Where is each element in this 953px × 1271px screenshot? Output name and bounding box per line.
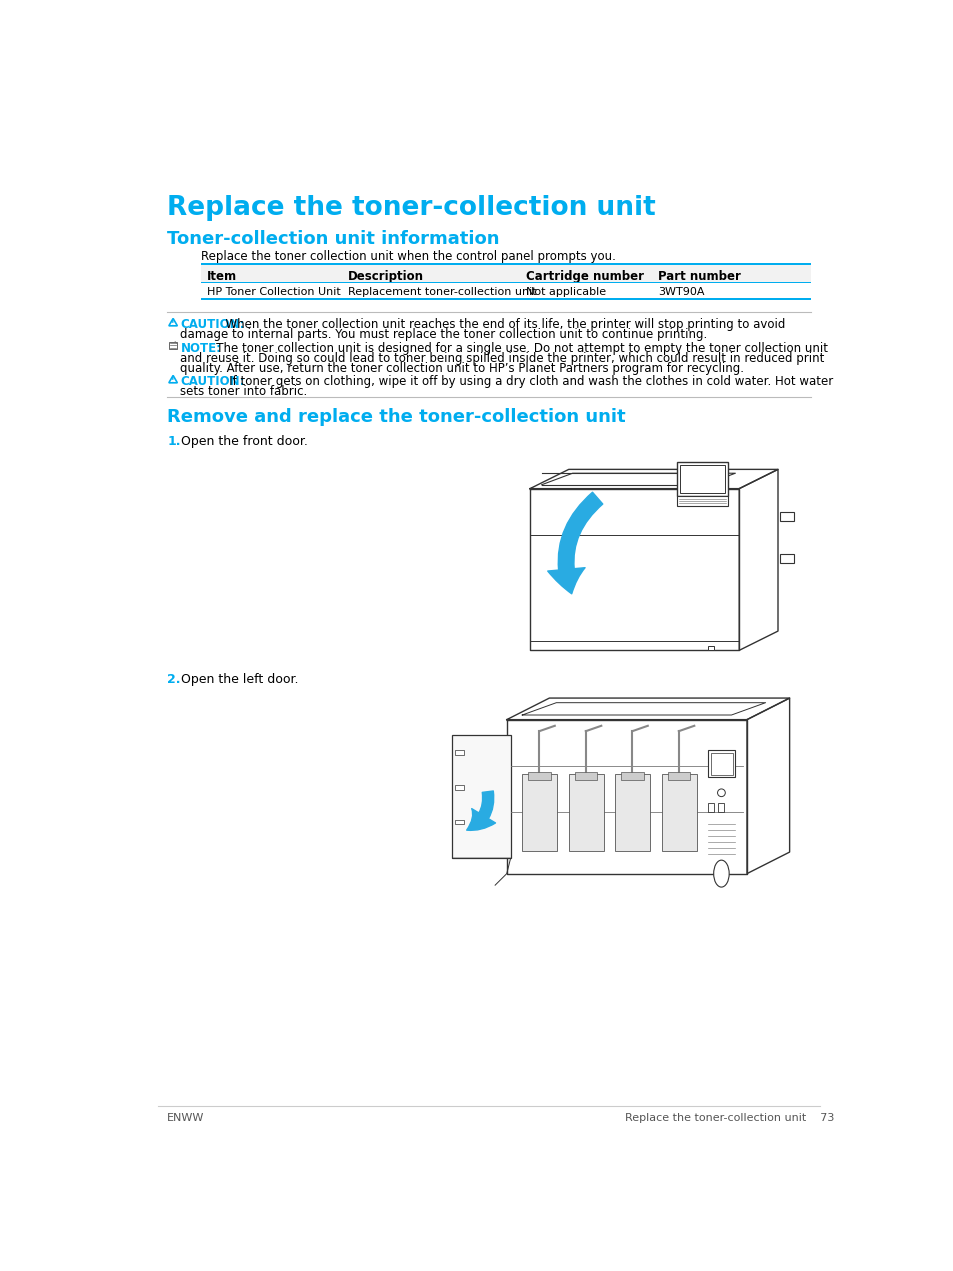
- Text: and reuse it. Doing so could lead to toner being spilled inside the printer, whi: and reuse it. Doing so could lead to ton…: [180, 352, 824, 365]
- Text: Replace the toner-collection unit: Replace the toner-collection unit: [167, 194, 656, 221]
- Text: CAUTION:: CAUTION:: [180, 319, 245, 332]
- Text: 1.: 1.: [167, 435, 181, 447]
- Bar: [521, 774, 557, 850]
- Bar: [455, 750, 464, 755]
- Text: !: !: [172, 319, 174, 328]
- Text: Open the left door.: Open the left door.: [181, 674, 298, 686]
- Bar: [200, 283, 810, 299]
- Text: CAUTION:: CAUTION:: [180, 375, 245, 389]
- Text: 3WT90A: 3WT90A: [658, 287, 703, 297]
- Bar: [779, 554, 793, 563]
- Bar: [679, 465, 723, 493]
- Bar: [620, 771, 643, 779]
- Text: 2.: 2.: [167, 674, 181, 686]
- Bar: [615, 774, 649, 850]
- Text: ENWW: ENWW: [167, 1113, 205, 1124]
- Bar: [677, 461, 727, 496]
- Text: Cartridge number: Cartridge number: [525, 269, 643, 282]
- Bar: [200, 299, 810, 300]
- Bar: [717, 803, 723, 812]
- Bar: [677, 496, 727, 506]
- Bar: [200, 264, 810, 282]
- Text: Not applicable: Not applicable: [525, 287, 605, 297]
- Text: The toner collection unit is designed for a single use. Do not attempt to empty : The toner collection unit is designed fo…: [205, 342, 827, 355]
- Text: Replace the toner-collection unit    73: Replace the toner-collection unit 73: [624, 1113, 833, 1124]
- Text: When the toner collection unit reaches the end of its life, the printer will sto: When the toner collection unit reaches t…: [217, 319, 784, 332]
- Ellipse shape: [713, 860, 728, 887]
- Text: Toner-collection unit information: Toner-collection unit information: [167, 230, 499, 248]
- Text: Replacement toner-collection unit: Replacement toner-collection unit: [348, 287, 536, 297]
- Text: Replace the toner collection unit when the control panel prompts you.: Replace the toner collection unit when t…: [200, 249, 615, 263]
- FancyArrowPatch shape: [547, 492, 602, 594]
- FancyArrowPatch shape: [466, 791, 495, 830]
- Bar: [455, 785, 464, 789]
- Text: Item: Item: [207, 269, 236, 282]
- Bar: [169, 342, 177, 350]
- Bar: [667, 771, 690, 779]
- Bar: [528, 771, 550, 779]
- Bar: [707, 646, 714, 649]
- Text: damage to internal parts. You must replace the toner collection unit to continue: damage to internal parts. You must repla…: [180, 328, 707, 342]
- Text: Remove and replace the toner-collection unit: Remove and replace the toner-collection …: [167, 408, 625, 426]
- Text: Part number: Part number: [658, 269, 740, 282]
- Bar: [452, 735, 510, 858]
- Bar: [707, 750, 735, 778]
- Circle shape: [717, 789, 724, 797]
- Bar: [200, 263, 810, 264]
- Bar: [575, 771, 597, 779]
- Text: Description: Description: [348, 269, 423, 282]
- Bar: [455, 820, 464, 825]
- Text: If toner gets on clothing, wipe it off by using a dry cloth and wash the clothes: If toner gets on clothing, wipe it off b…: [217, 375, 832, 389]
- Bar: [710, 752, 732, 775]
- Text: NOTE:: NOTE:: [180, 342, 221, 355]
- Bar: [707, 803, 714, 812]
- Text: HP Toner Collection Unit: HP Toner Collection Unit: [207, 287, 340, 297]
- Text: sets toner into fabric.: sets toner into fabric.: [180, 385, 308, 398]
- Bar: [779, 512, 793, 521]
- Bar: [568, 774, 603, 850]
- Text: quality. After use, return the toner collection unit to HP’s Planet Partners pro: quality. After use, return the toner col…: [180, 361, 743, 375]
- Text: Open the front door.: Open the front door.: [181, 435, 308, 447]
- Text: !: !: [172, 376, 174, 385]
- Bar: [661, 774, 696, 850]
